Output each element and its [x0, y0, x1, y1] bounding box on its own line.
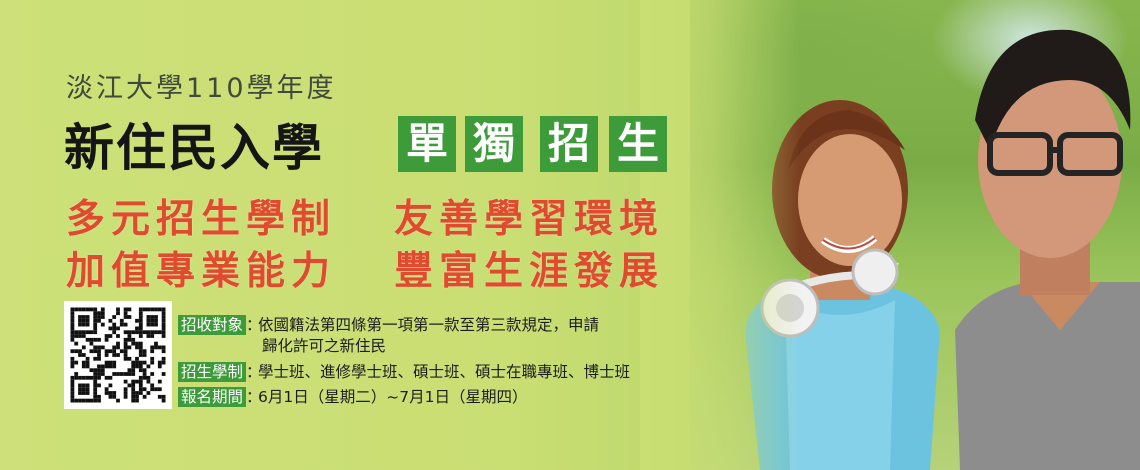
students-photo	[690, 0, 1140, 470]
photo-fade	[640, 0, 800, 470]
info-row-target: 招收對象 ：依國籍法第四條第一項第一款至第三款規定，申請	[178, 313, 599, 335]
title-tag-2: 獨	[465, 116, 523, 172]
title-tag-4: 生	[609, 116, 667, 172]
slogan-2: 友善學習環境	[394, 197, 665, 242]
info-text: 學士班、進修學士班、碩士班、碩士在職專班、博士班	[258, 363, 631, 381]
info-label: 報名期間	[178, 387, 247, 407]
info-row-target-cont: 歸化許可之新住民	[262, 334, 386, 356]
subtitle: 淡江大學110學年度	[66, 73, 337, 104]
info-label: 招生學制	[178, 362, 247, 382]
slogan-3: 加值專業能力	[66, 249, 337, 294]
main-title: 新住民入學	[64, 119, 324, 177]
info-text: 依國籍法第四條第一項第一款至第三款規定，申請	[258, 316, 600, 334]
slogan-1: 多元招生學制	[66, 197, 337, 242]
info-label: 招收對象	[178, 315, 247, 335]
info-text: 歸化許可之新住民	[262, 337, 387, 355]
slogan-4: 豐富生涯發展	[394, 249, 665, 294]
qr-code-icon[interactable]	[64, 301, 172, 409]
info-row-period: 報名期間 ：6月1日（星期二）~7月1日（星期四）	[178, 385, 527, 407]
title-tag-3: 招	[540, 116, 598, 172]
title-tag-1: 單	[398, 116, 456, 172]
info-row-system: 招生學制 ：學士班、進修學士班、碩士班、碩士在職專班、博士班	[178, 360, 630, 382]
info-text: 6月1日（星期二）~7月1日（星期四）	[258, 388, 528, 406]
